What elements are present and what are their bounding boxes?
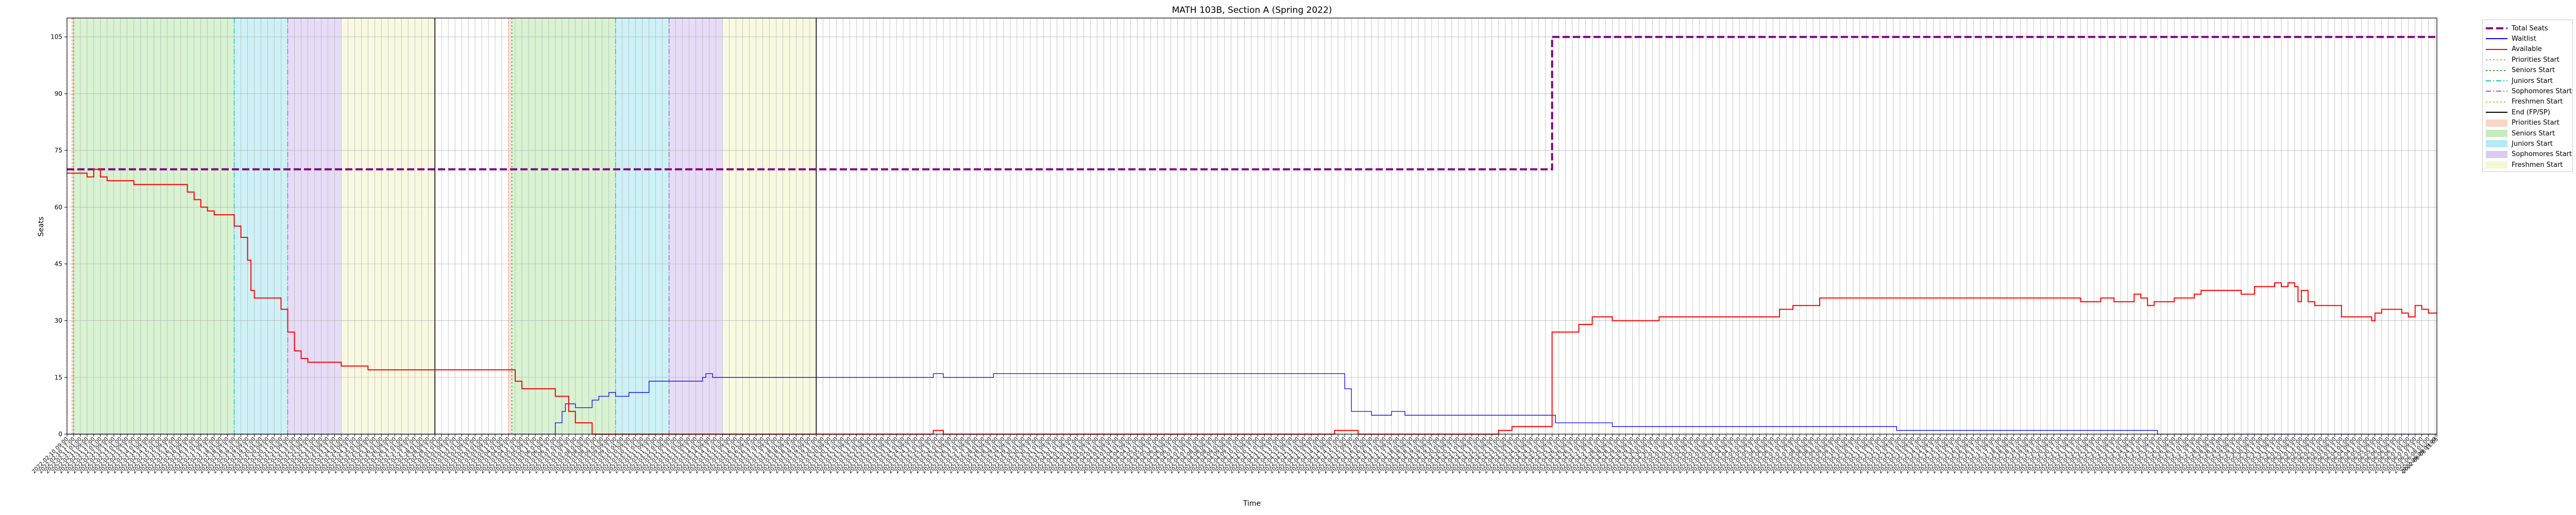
legend-label: Available	[2512, 45, 2542, 54]
legend-item: Juniors Start	[2486, 139, 2553, 149]
legend-swatch	[2486, 25, 2507, 32]
legend-swatch	[2486, 77, 2507, 84]
legend-item: Sophomores Start	[2486, 149, 2572, 160]
legend-swatch	[2486, 140, 2507, 148]
legend-swatch	[2486, 98, 2507, 106]
legend-label: Juniors Start	[2512, 140, 2553, 148]
legend-item: Sophomores Start	[2486, 86, 2572, 96]
legend-swatch	[2486, 119, 2507, 127]
legend-label: Freshmen Start	[2512, 98, 2563, 106]
legend-swatch	[2486, 130, 2507, 137]
legend-item: Freshmen Start	[2486, 97, 2563, 107]
phase-lines	[72, 18, 817, 434]
legend-item: Total Seats	[2486, 23, 2548, 33]
grid-lines	[66, 18, 2437, 435]
legend-swatch	[2486, 161, 2507, 169]
y-tick-label: 45	[55, 260, 62, 267]
y-axis: 0 15 30 45 60 75 90 105	[50, 33, 67, 438]
legend-item: Available	[2486, 44, 2542, 55]
y-tick-label: 90	[55, 90, 62, 97]
legend-item: End (FP/SP)	[2486, 107, 2550, 117]
y-tick-label: 75	[55, 147, 62, 154]
legend-item: Seniors Start	[2486, 65, 2555, 76]
series-waitlist	[67, 373, 2437, 435]
y-tick-label: 60	[55, 203, 62, 211]
legend-swatch	[2486, 46, 2507, 53]
plot-frame	[66, 18, 2437, 435]
legend-label: Priorities Start	[2512, 56, 2560, 64]
y-tick-label: 105	[50, 33, 62, 41]
y-tick-label: 30	[55, 317, 62, 324]
legend-item: Priorities Start	[2486, 118, 2560, 128]
legend-label: Sophomores Start	[2512, 87, 2572, 95]
legend-label: Total Seats	[2512, 24, 2548, 32]
y-tick-label: 15	[55, 374, 62, 381]
series-total-seats	[67, 36, 2437, 170]
phase-band	[72, 18, 74, 434]
legend-swatch	[2486, 67, 2507, 74]
legend-swatch	[2486, 88, 2507, 95]
legend-swatch	[2486, 56, 2507, 63]
legend-label: Juniors Start	[2512, 77, 2553, 85]
legend-label: Priorities Start	[2512, 119, 2560, 127]
legend-item: Seniors Start	[2486, 128, 2555, 139]
legend-label: Waitlist	[2512, 35, 2536, 43]
legend-item: Freshmen Start	[2486, 160, 2563, 170]
legend-swatch	[2486, 150, 2507, 158]
chart-title: MATH 103B, Section A (Spring 2022)	[1172, 5, 1332, 15]
legend-label: Seniors Start	[2512, 66, 2555, 75]
series-available	[67, 168, 2437, 435]
y-axis-label: Seats	[37, 217, 45, 237]
y-tick-label: 0	[58, 431, 62, 438]
legend-label: End (FP/SP)	[2512, 108, 2550, 116]
legend: Total Seats Waitlist Available Priorities S…	[2482, 20, 2573, 172]
legend-label: Sophomores Start	[2512, 150, 2572, 159]
phase-band	[508, 18, 512, 434]
legend-label: Seniors Start	[2512, 129, 2555, 138]
legend-label: Freshmen Start	[2512, 161, 2563, 169]
phase-band	[512, 18, 616, 434]
phase-bands	[72, 18, 817, 434]
legend-item: Priorities Start	[2486, 55, 2560, 65]
x-axis-label: Time	[1243, 500, 1261, 508]
series-lines	[67, 36, 2437, 435]
legend-swatch	[2486, 109, 2507, 116]
legend-swatch	[2486, 35, 2507, 42]
legend-item: Juniors Start	[2486, 76, 2553, 86]
legend-item: Waitlist	[2486, 33, 2536, 44]
